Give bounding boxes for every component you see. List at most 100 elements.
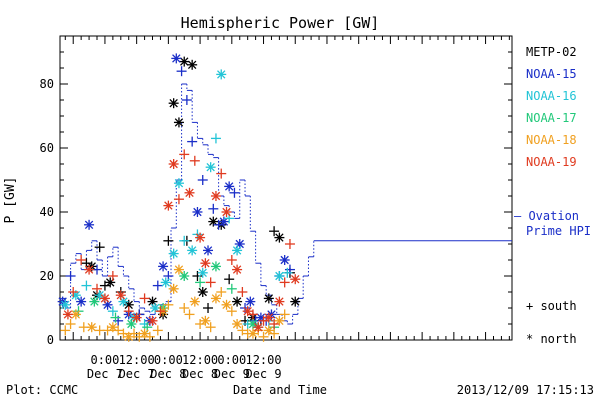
marker-stroke	[187, 246, 197, 255]
legend-item: NOAA-18	[526, 133, 577, 147]
marker-stroke	[232, 246, 242, 255]
data-point-north	[253, 322, 264, 333]
x-tick-label-date: Dec 9	[245, 367, 281, 381]
data-point-south	[226, 306, 237, 317]
marker-stroke	[275, 297, 284, 306]
data-point-north	[62, 309, 73, 320]
data-point-south	[208, 203, 219, 214]
data-point-north	[192, 207, 203, 217]
x-axis-label: Date and Time	[233, 383, 327, 397]
data-point-north	[126, 319, 137, 329]
data-point-north	[197, 267, 208, 278]
marker-stroke	[174, 265, 184, 274]
data-point-north	[274, 296, 285, 307]
marker-stroke	[211, 294, 221, 303]
data-point-north	[173, 178, 184, 189]
marker-stroke	[217, 70, 226, 79]
data-point-north	[89, 296, 100, 307]
data-point-north	[232, 319, 243, 329]
data-point-north	[123, 331, 134, 342]
marker-stroke	[148, 297, 157, 306]
marker-stroke	[63, 310, 73, 319]
data-point-north	[187, 245, 198, 256]
marker-stroke	[280, 255, 289, 265]
data-point-north	[195, 232, 206, 243]
data-point-south	[269, 319, 280, 329]
marker-stroke	[203, 246, 213, 255]
data-point-south	[92, 283, 103, 294]
y-tick-label: 80	[40, 77, 54, 91]
data-point-south	[210, 133, 221, 144]
marker-stroke	[246, 297, 255, 306]
data-point-north	[245, 296, 256, 307]
marker-stroke	[291, 297, 300, 306]
data-point-north	[168, 98, 179, 109]
marker-stroke	[243, 306, 252, 316]
data-point-north	[263, 312, 274, 323]
data-point-south	[139, 293, 150, 304]
data-point-south	[152, 280, 163, 291]
data-point-south	[179, 149, 190, 160]
legend-item: NOAA-15	[526, 67, 577, 81]
data-point-south	[187, 136, 198, 147]
data-point-north	[279, 255, 290, 265]
data-point-south	[65, 271, 76, 281]
marker-stroke	[201, 258, 210, 268]
marker-stroke	[140, 329, 149, 338]
data-point-north	[200, 258, 211, 269]
data-point-south	[123, 306, 134, 317]
marker-stroke	[180, 57, 189, 66]
marker-stroke	[84, 265, 94, 274]
data-point-south	[107, 306, 118, 317]
data-point-south	[173, 194, 184, 205]
marker-stroke	[198, 268, 207, 278]
marker-stroke	[201, 316, 210, 326]
x-tick-label-time: 0:00	[217, 353, 246, 367]
data-point-south	[176, 66, 187, 77]
data-point-south	[129, 328, 140, 339]
data-point-north	[99, 293, 110, 304]
data-point-north	[76, 296, 87, 307]
data-point-north	[115, 290, 126, 301]
data-point-north	[131, 312, 142, 323]
marker-stroke	[76, 297, 86, 306]
y-axis-label: P [GW]	[3, 177, 18, 224]
marker-stroke	[264, 326, 274, 335]
marker-stroke	[248, 319, 258, 329]
data-point-north	[203, 245, 214, 256]
y-tick-label: 40	[40, 205, 54, 219]
marker-stroke	[124, 300, 133, 310]
data-point-south	[226, 255, 237, 265]
data-point-south	[163, 235, 174, 246]
data-point-south	[226, 283, 237, 294]
data-point-south	[184, 309, 195, 320]
data-point-north	[218, 216, 229, 227]
data-point-south	[76, 255, 87, 265]
marker-stroke	[248, 329, 258, 338]
data-point-north	[168, 248, 179, 259]
marker-stroke	[275, 271, 284, 281]
marker-stroke	[84, 220, 94, 230]
marker-stroke	[291, 274, 300, 284]
x-tick-label-time: 12:00	[245, 353, 281, 367]
data-point-south	[189, 155, 200, 166]
marker-stroke	[232, 265, 242, 274]
data-point-south	[224, 274, 235, 285]
data-point-south	[110, 312, 121, 323]
marker-stroke	[180, 271, 189, 281]
marker-stroke	[169, 249, 178, 258]
data-point-north	[274, 271, 285, 281]
legend-marker-north: * north	[526, 332, 577, 346]
data-point-south	[205, 322, 216, 333]
data-point-south	[163, 299, 174, 310]
data-point-north	[187, 59, 198, 70]
marker-stroke	[87, 322, 96, 332]
x-tick-label-date: Dec 9	[214, 367, 250, 381]
data-point-south	[107, 271, 118, 281]
marker-stroke	[174, 118, 184, 127]
data-point-south	[152, 325, 163, 336]
marker-stroke	[198, 287, 207, 297]
x-tick-label-date: Dec 8	[150, 367, 186, 381]
marker-stroke	[127, 319, 136, 329]
x-tick-label-time: 0:00	[90, 353, 119, 367]
